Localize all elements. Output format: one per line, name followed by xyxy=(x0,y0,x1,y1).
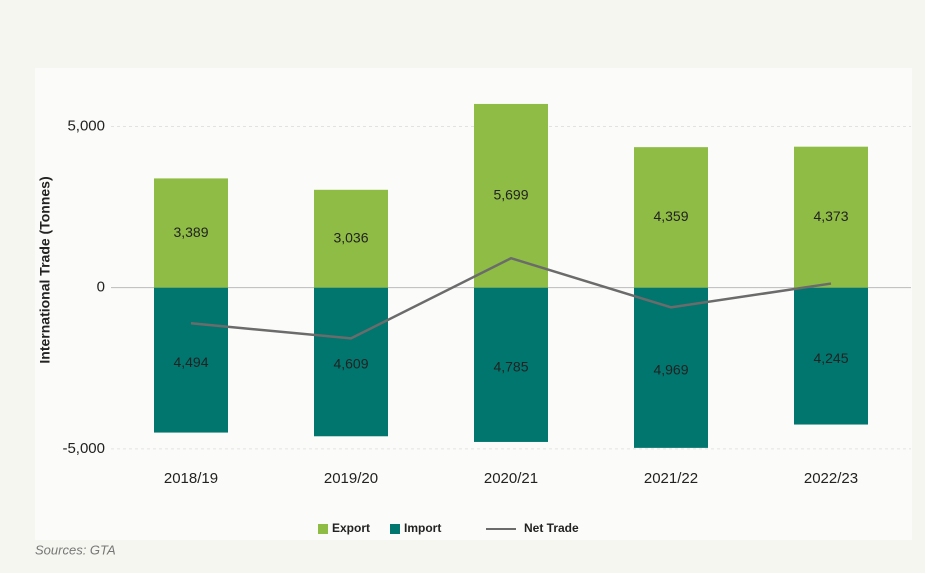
data-label: 4,609 xyxy=(333,356,368,372)
bar xyxy=(474,287,548,442)
x-tick-label: 2019/20 xyxy=(324,470,378,487)
bar xyxy=(794,146,868,288)
data-label: 3,389 xyxy=(173,224,208,240)
data-label: 4,245 xyxy=(813,350,848,366)
data-label: 3,036 xyxy=(333,229,368,245)
y-tick-label: 0 xyxy=(97,279,105,296)
data-label: 4,359 xyxy=(653,208,688,224)
legend-label: Export xyxy=(332,521,370,535)
bar xyxy=(154,178,228,288)
bar xyxy=(154,287,228,433)
bar xyxy=(314,189,388,288)
x-tick-label: 2022/23 xyxy=(804,470,858,487)
legend-label: Net Trade xyxy=(524,521,579,535)
source: Sources: GTA xyxy=(35,542,116,557)
x-tick-label: 2020/21 xyxy=(484,470,538,487)
legend-label: Import xyxy=(404,521,441,535)
data-label: 4,373 xyxy=(813,208,848,224)
x-tick-label: 2018/19 xyxy=(164,470,218,487)
data-label: 4,494 xyxy=(173,354,208,370)
y-tick-label: -5,000 xyxy=(62,440,105,457)
bar xyxy=(794,287,868,425)
bar xyxy=(634,287,708,448)
data-label: 4,969 xyxy=(653,361,688,377)
legend-swatch xyxy=(390,524,400,534)
bar xyxy=(634,147,708,288)
bar xyxy=(314,287,388,437)
data-label: 4,785 xyxy=(493,359,528,375)
x-tick-label: 2021/22 xyxy=(644,470,698,487)
y-axis-label: International Trade (Tonnes) xyxy=(37,176,53,363)
y-tick-label: 5,000 xyxy=(67,117,105,134)
legend-swatch xyxy=(318,524,328,534)
line xyxy=(190,256,832,340)
data-label: 5,699 xyxy=(493,187,528,203)
